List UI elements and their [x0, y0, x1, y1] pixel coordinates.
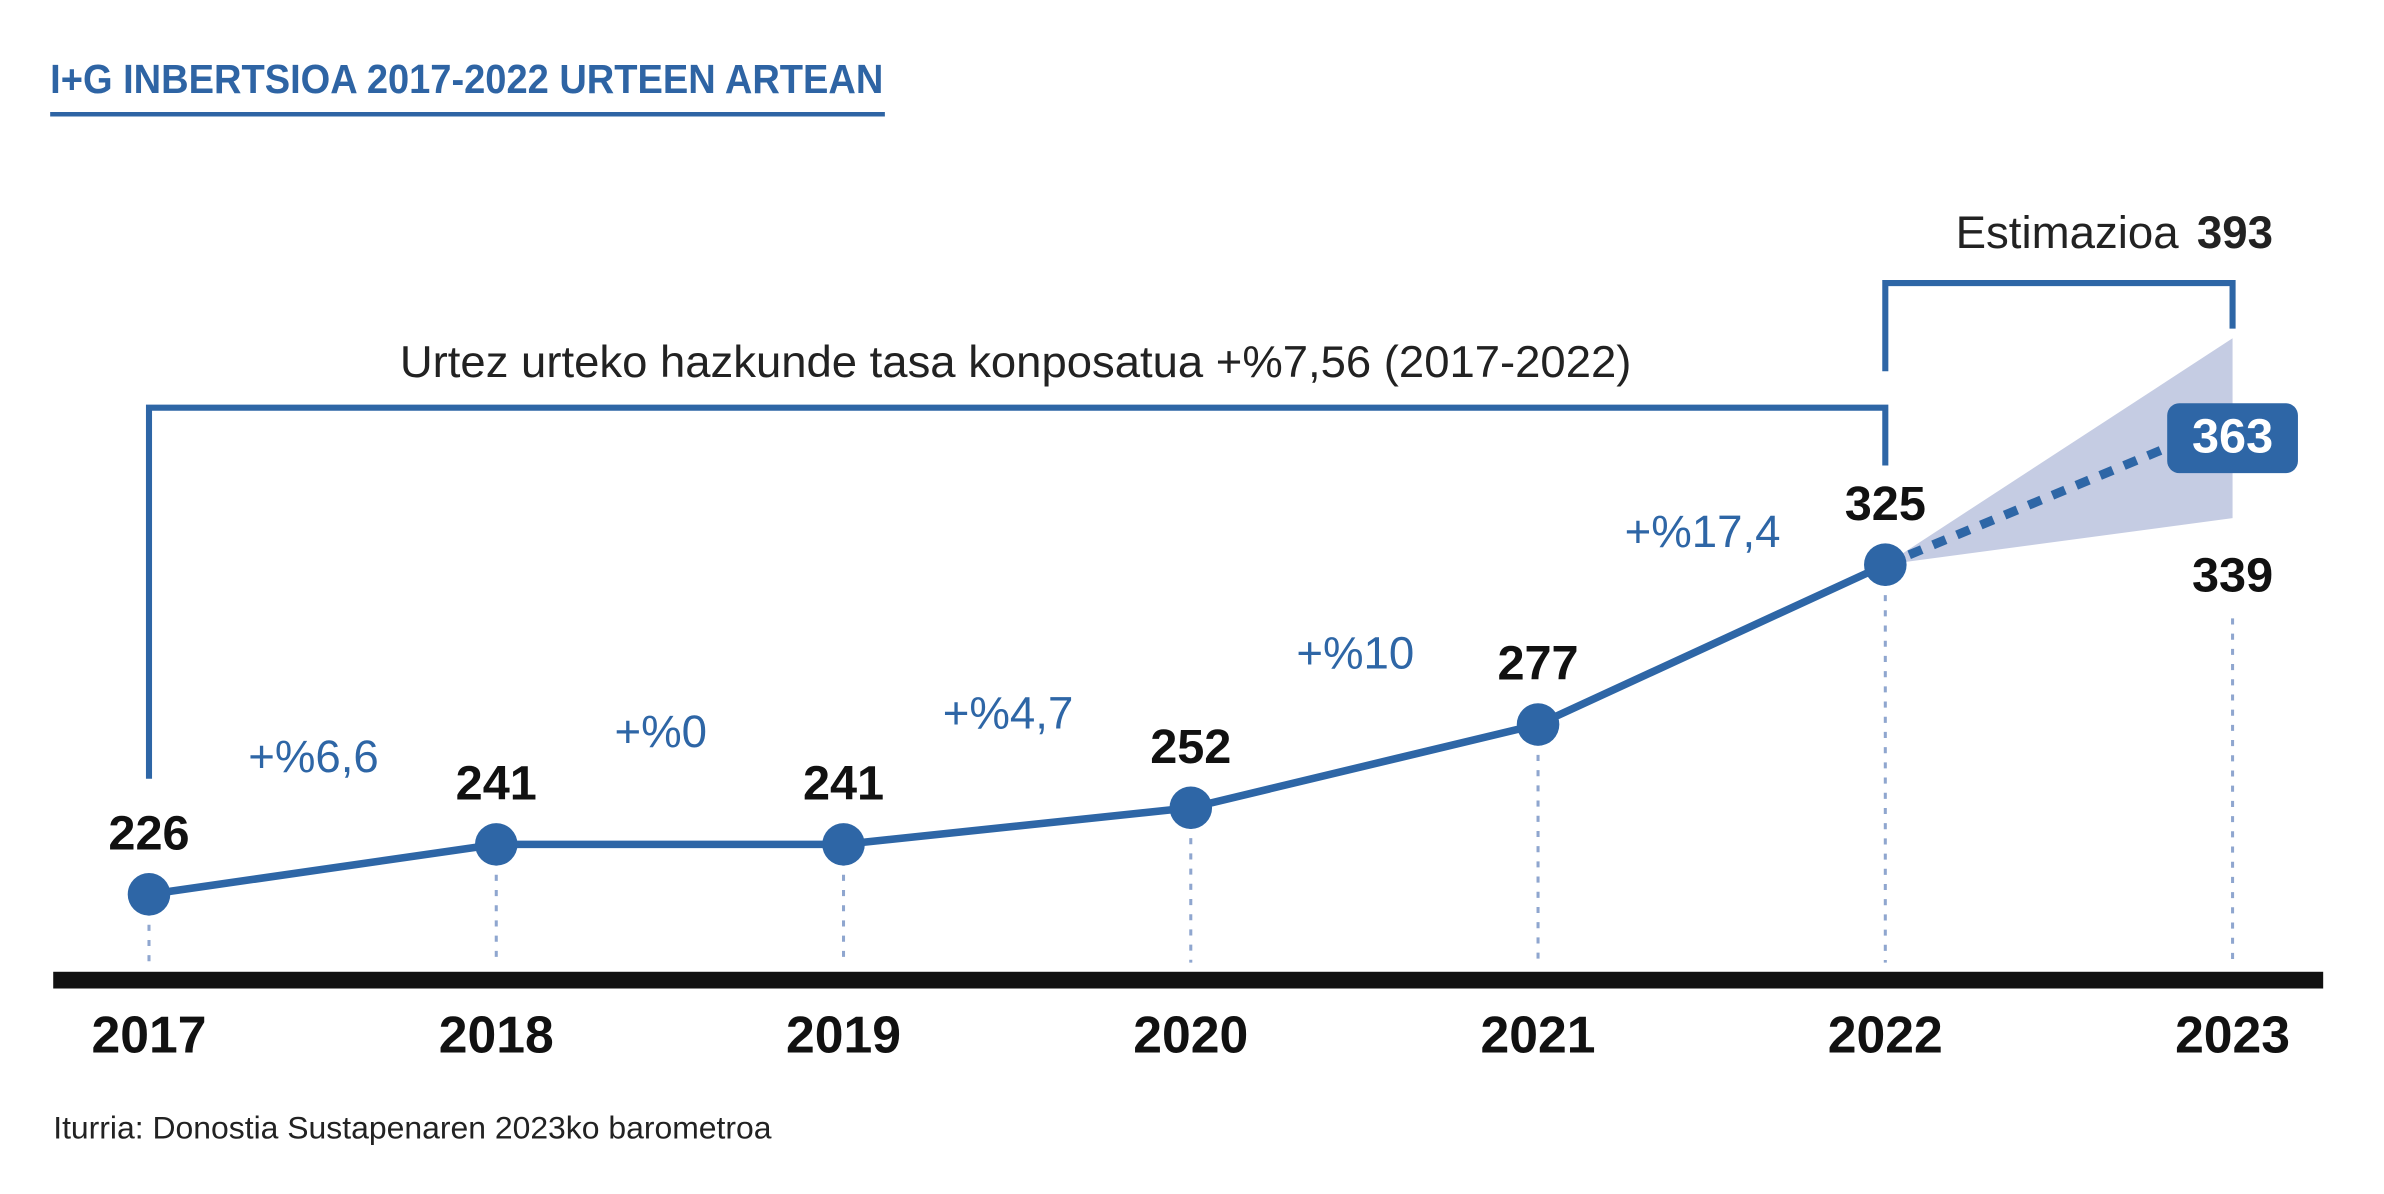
point	[474, 823, 518, 866]
x-tick-label: 2021	[1481, 1005, 1596, 1063]
value-label: 226	[108, 806, 189, 860]
line	[148, 561, 1887, 899]
x-tick-label: 2017	[92, 1005, 207, 1063]
point	[127, 873, 171, 916]
x-tick-label: 2020	[1133, 1005, 1248, 1063]
estimate-low-label: 339	[2192, 549, 2273, 603]
estimate-line	[1883, 433, 2192, 569]
x-axis	[53, 971, 2324, 989]
value-label: 252	[1150, 720, 1231, 774]
estimate-value-label: 363	[2192, 410, 2273, 464]
value-label: 241	[456, 756, 537, 810]
point	[1516, 703, 1560, 746]
source: Iturria: Donostia Sustapenaren 2023ko ba…	[53, 1109, 772, 1145]
x-tick-label: 2023	[2175, 1005, 2290, 1063]
growth-label: +%6,6	[248, 731, 379, 782]
value-label: 325	[1845, 477, 1926, 531]
growth-label: +%4,7	[943, 688, 1074, 739]
x-tick-label: 2019	[786, 1005, 901, 1063]
point	[1864, 543, 1907, 586]
x-tick-label: 2018	[439, 1005, 554, 1063]
growth-label: +%10	[1296, 628, 1414, 679]
cagr-bracket	[145, 404, 1889, 779]
estimate-bracket	[1882, 279, 2236, 372]
cagr-label: Urtez urteko hazkunde tasa konposatua +%…	[400, 338, 1632, 387]
estimate-value-box	[2167, 403, 2298, 474]
x-tick-label: 2022	[1828, 1005, 1943, 1063]
growth-label: +%17,4	[1625, 506, 1781, 557]
point	[1169, 786, 1213, 830]
growth-label: +%0	[614, 706, 707, 757]
value-label: 241	[803, 756, 884, 810]
estimate-high-label: 393	[2197, 207, 2273, 258]
point	[822, 823, 865, 866]
estimate-header: Estimazioa 393	[1956, 207, 2273, 258]
estimate-label: Estimazioa	[1956, 207, 2180, 258]
chart-title: I+G INBERTSIOA 2017-2022 URTEEN ARTEAN	[50, 56, 883, 102]
value-label: 277	[1497, 637, 1578, 691]
